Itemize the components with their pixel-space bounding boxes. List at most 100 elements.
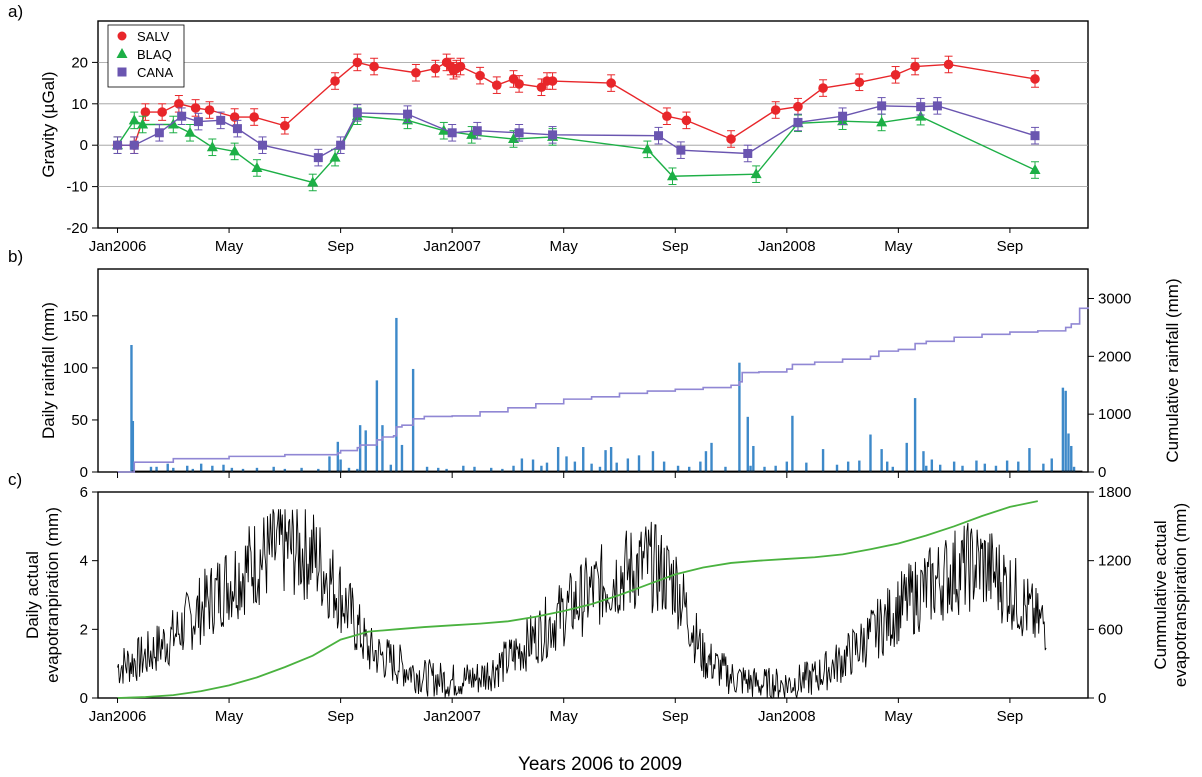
rain-bar bbox=[662, 461, 666, 472]
rain-bar bbox=[1067, 433, 1070, 472]
x-axis-label: Years 2006 to 2009 bbox=[518, 754, 682, 775]
rain-bar bbox=[738, 362, 741, 472]
data-point-cana bbox=[403, 109, 413, 119]
data-point-cana bbox=[177, 111, 187, 121]
data-point-blaq bbox=[508, 132, 520, 143]
rain-bar bbox=[604, 450, 607, 472]
y-right-axis-label: Cumulative rainfall (mm) bbox=[1163, 278, 1182, 462]
rain-bar bbox=[1005, 460, 1009, 472]
y-right-tick-label: 0 bbox=[1098, 464, 1106, 481]
rain-bar bbox=[130, 344, 133, 472]
data-point-cana bbox=[1030, 131, 1040, 141]
data-point-salv bbox=[943, 59, 954, 70]
rain-bar bbox=[149, 466, 153, 472]
data-point-cana bbox=[877, 101, 887, 111]
rain-bar bbox=[938, 464, 942, 472]
legend-marker-blaq bbox=[116, 48, 128, 58]
x-tick-label: May bbox=[550, 238, 579, 255]
x-tick-label: Sep bbox=[327, 708, 354, 725]
data-point-salv bbox=[229, 112, 240, 122]
cumulative-evapotranspiration-line bbox=[117, 500, 1038, 699]
rain-bar bbox=[211, 465, 214, 472]
data-point-salv bbox=[430, 63, 441, 74]
rain-bar bbox=[358, 425, 362, 472]
panel-b-frame bbox=[97, 268, 1089, 473]
data-point-salv bbox=[770, 105, 781, 115]
rain-bar bbox=[364, 430, 367, 472]
rain-bar bbox=[905, 442, 908, 472]
data-point-salv bbox=[514, 79, 524, 89]
data-point-cana bbox=[916, 102, 926, 112]
data-point-salv bbox=[475, 70, 485, 81]
y-axis-label: Gravity (µGal) bbox=[39, 71, 58, 177]
rain-bar bbox=[925, 465, 928, 472]
y-right-axis-label: Cummulative actual bbox=[1151, 520, 1170, 669]
y-tick-label: 6 bbox=[80, 484, 88, 501]
rain-bar bbox=[573, 461, 577, 472]
rain-bar bbox=[222, 464, 225, 472]
y-axis-label: Daily actual bbox=[23, 551, 42, 639]
data-point-cana bbox=[216, 115, 226, 125]
legend-label-salv: SALV bbox=[137, 29, 170, 44]
data-point-salv bbox=[547, 76, 558, 86]
data-point-cana bbox=[743, 148, 753, 158]
rain-bar bbox=[869, 434, 872, 472]
rain-bar bbox=[131, 420, 135, 472]
rain-bar bbox=[774, 465, 777, 472]
y-tick-label: 10 bbox=[71, 96, 88, 113]
rain-bar bbox=[490, 467, 493, 472]
rain-bar bbox=[791, 415, 794, 472]
rain-bar bbox=[1072, 466, 1076, 472]
data-point-salv bbox=[1030, 74, 1040, 84]
rain-bar bbox=[922, 451, 925, 472]
x-tick-label: May bbox=[215, 708, 244, 725]
rain-bar bbox=[317, 468, 320, 472]
x-tick-label: Sep bbox=[997, 238, 1024, 255]
daily-evapotranspiration-line bbox=[117, 509, 1047, 699]
x-tick-label: Sep bbox=[662, 238, 689, 255]
rain-bar bbox=[540, 465, 543, 472]
rain-bar bbox=[891, 466, 894, 472]
data-point-blaq bbox=[915, 110, 927, 121]
data-point-cana bbox=[514, 128, 524, 138]
panel-c-evapotranspiration: c) 0 2 4 6 0 600 1200 1800 Daily actual evapotranp… bbox=[8, 470, 1190, 725]
y-tick-label: 100 bbox=[63, 360, 88, 377]
rain-bar bbox=[155, 466, 158, 472]
rain-bar bbox=[166, 463, 169, 472]
data-point-blaq bbox=[876, 116, 888, 127]
data-point-salv bbox=[491, 80, 502, 90]
y-right-tick-label: 600 bbox=[1098, 621, 1123, 638]
rain-bar bbox=[556, 447, 560, 472]
data-point-salv bbox=[818, 83, 828, 93]
panel-a-gravity: a) -20 -10 0 10 20 Gravity (µGal) SALV BLAQ CANA J… bbox=[8, 2, 1089, 255]
y-right-tick-label: 1000 bbox=[1098, 406, 1131, 423]
y-right-tick-label: 1800 bbox=[1098, 484, 1131, 501]
rain-bar bbox=[186, 465, 189, 472]
x-tick-label: Sep bbox=[327, 238, 354, 255]
data-point-blaq bbox=[329, 151, 341, 162]
data-point-salv bbox=[726, 134, 736, 144]
rain-bar bbox=[676, 465, 680, 472]
data-point-cana bbox=[313, 153, 323, 163]
rain-bar bbox=[272, 466, 275, 472]
y-tick-label: 4 bbox=[80, 553, 88, 570]
rain-bar bbox=[724, 466, 727, 472]
data-point-salv bbox=[793, 101, 803, 112]
rain-bar bbox=[626, 458, 630, 472]
rain-bar bbox=[598, 466, 602, 472]
rain-bar bbox=[805, 462, 808, 472]
data-point-salv bbox=[890, 70, 901, 80]
y-tick-label: 20 bbox=[71, 54, 88, 71]
data-point-salv bbox=[606, 78, 616, 88]
rain-bar bbox=[609, 447, 613, 472]
data-point-blaq bbox=[167, 118, 179, 129]
data-point-salv bbox=[455, 61, 466, 72]
rain-bar bbox=[347, 467, 351, 472]
rain-bar bbox=[172, 467, 175, 472]
rain-bar bbox=[590, 463, 593, 472]
rain-bar bbox=[880, 449, 883, 472]
rain-bar bbox=[582, 447, 585, 472]
data-point-blaq bbox=[137, 118, 149, 129]
series-line-blaq bbox=[116, 115, 1036, 184]
x-tick-label: Jan2008 bbox=[758, 708, 816, 725]
